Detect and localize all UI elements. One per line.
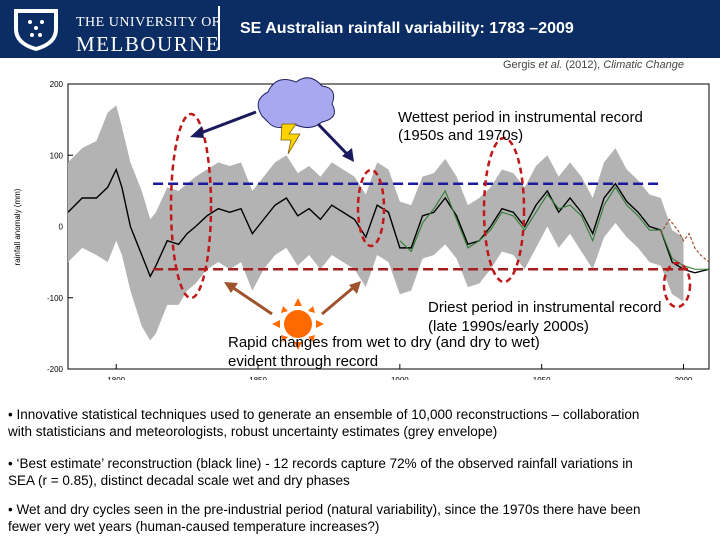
header-divider bbox=[218, 6, 220, 50]
bullet-item-2: • ‘Best estimate’ reconstruction (black … bbox=[8, 455, 714, 489]
series-reconstruction-line bbox=[67, 167, 710, 279]
uncertainty-envelope bbox=[68, 105, 684, 341]
bullet-2-line2: SEA (r = 0.85), distinct decadal scale w… bbox=[8, 473, 350, 488]
wettest-annotation-line1: Wettest period in instrumental record bbox=[398, 109, 643, 126]
ellipse-1890s bbox=[356, 168, 386, 248]
bullet-item-1: • Innovative statistical techniques used… bbox=[8, 406, 714, 440]
wettest-annotation-line2: (1950s and 1970s) bbox=[398, 127, 523, 144]
page-title: SE Australian rainfall variability: 1783… bbox=[240, 20, 574, 37]
arrow-sun-right bbox=[321, 281, 361, 316]
y-axis-label: rainfall anomaly (mm) bbox=[13, 188, 22, 265]
arrow-sun-left bbox=[224, 282, 273, 316]
x-tick-label: 1800 bbox=[107, 376, 125, 380]
y-tick-label: 100 bbox=[50, 151, 64, 160]
bullet-item-3: • Wet and dry cycles seen in the pre-ind… bbox=[8, 501, 714, 535]
ellipse-1950s bbox=[482, 136, 526, 284]
bullet-1-line2: with statisticians and meteorologists, r… bbox=[8, 424, 498, 439]
crest-icon bbox=[14, 9, 58, 51]
x-tick-label: 1850 bbox=[249, 376, 267, 380]
y-tick-label: -200 bbox=[47, 365, 64, 374]
x-axis: 1800 1850 1900 1950 2000 bbox=[107, 364, 693, 380]
university-logo: THE UNIVERSITY OF MELBOURNE bbox=[6, 5, 220, 56]
x-tick-label: 1900 bbox=[391, 376, 409, 380]
y-tick-label: 200 bbox=[50, 80, 64, 89]
logo-line-2: MELBOURNE bbox=[76, 32, 221, 56]
cloud-icon bbox=[257, 77, 335, 128]
y-tick-label: -100 bbox=[47, 294, 64, 303]
citation-authors: Gergis bbox=[503, 59, 539, 71]
citation: Gergis et al. (2012), Climatic Change bbox=[503, 59, 684, 71]
series-instrumental-line bbox=[399, 186, 709, 270]
driest-annotation-line1: Driest period in instrumental record bbox=[428, 299, 661, 316]
series-recent-line bbox=[660, 218, 710, 263]
citation-journal: Climatic Change bbox=[603, 59, 684, 71]
bullet-3-line1: • Wet and dry cycles seen in the pre-ind… bbox=[8, 502, 641, 517]
bullet-2-line1: • ‘Best estimate’ reconstruction (black … bbox=[8, 456, 633, 471]
y-tick-label: 0 bbox=[59, 223, 64, 232]
sun-icon bbox=[272, 298, 324, 350]
arrow-cloud-right bbox=[316, 122, 354, 162]
rapid-changes-line2: evident through record bbox=[228, 353, 378, 370]
citation-etal: et al. bbox=[538, 59, 563, 71]
logo-line-1: THE UNIVERSITY OF bbox=[76, 15, 221, 30]
x-tick-label: 1950 bbox=[533, 376, 551, 380]
citation-year: (2012), bbox=[562, 59, 604, 71]
ellipse-2000s bbox=[662, 261, 692, 309]
bullet-3-line2: fewer very wet years (human-caused tempe… bbox=[8, 519, 380, 534]
driest-annotation-line2: (late 1990s/early 2000s) bbox=[428, 318, 589, 335]
rainfall-chart: -200 -100 0 100 200 1800 1850 1900 1950 2000 rai… bbox=[13, 77, 710, 380]
rapid-changes-line1: Rapid changes from wet to dry (and dry t… bbox=[228, 334, 540, 351]
header-bar: THE UNIVERSITY OF MELBOURNE SE Australia… bbox=[0, 0, 720, 58]
ellipse-early-wet bbox=[169, 112, 213, 300]
arrow-cloud-left bbox=[190, 110, 257, 138]
lightning-icon bbox=[280, 123, 301, 155]
bullet-1-line1: • Innovative statistical techniques used… bbox=[8, 407, 640, 422]
x-tick-label: 2000 bbox=[675, 376, 693, 380]
